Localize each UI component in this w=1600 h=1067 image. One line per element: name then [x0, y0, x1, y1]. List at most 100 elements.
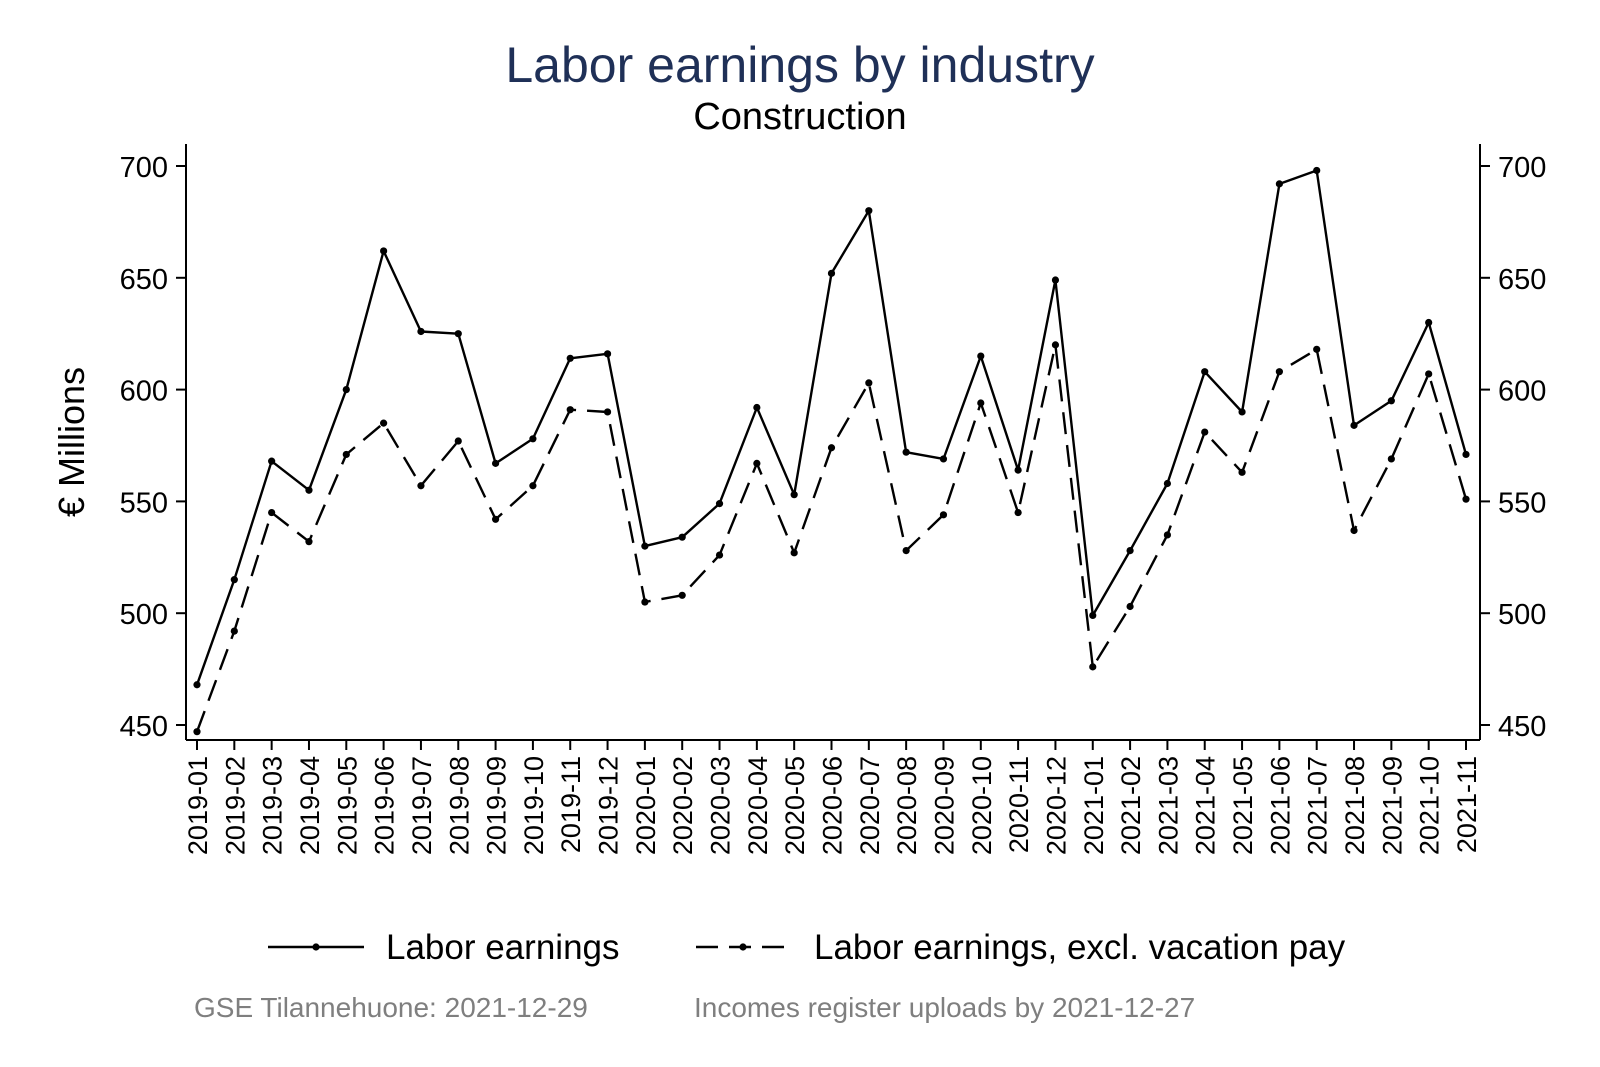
- x-tick-label: 2019-10: [519, 756, 549, 855]
- x-tick-label: 2020-08: [892, 756, 922, 855]
- data-point-excl-vacation-pay: [1462, 495, 1470, 503]
- y-tick-label-left: 600: [120, 376, 168, 408]
- data-point-excl-vacation-pay: [230, 627, 238, 635]
- footer-source: GSE Tilannehuone: 2021-12-29: [194, 992, 588, 1023]
- x-tick-label: 2021-11: [1452, 756, 1482, 853]
- data-point-labor-earnings: [1313, 166, 1321, 175]
- data-point-excl-vacation-pay: [753, 459, 761, 467]
- data-point-excl-vacation-pay: [865, 379, 873, 387]
- data-point-excl-vacation-pay: [1387, 455, 1395, 463]
- data-point-excl-vacation-pay: [827, 444, 836, 452]
- x-tick-label: 2020-09: [929, 756, 959, 855]
- x-tick-label: 2021-10: [1415, 756, 1445, 855]
- data-point-labor-earnings: [193, 681, 201, 689]
- data-point-labor-earnings: [1462, 450, 1470, 459]
- y-tick-label-left: 500: [120, 599, 168, 631]
- y-tick-label-right: 500: [1498, 599, 1546, 631]
- data-point-labor-earnings: [1126, 546, 1134, 555]
- data-point-labor-earnings: [230, 576, 238, 584]
- data-point-excl-vacation-pay: [939, 511, 948, 519]
- data-point-labor-earnings: [566, 354, 574, 362]
- y-tick-label-right: 550: [1498, 487, 1546, 519]
- data-point-excl-vacation-pay: [641, 598, 649, 606]
- legend-marker-labor-earnings: [312, 943, 320, 951]
- y-tick-label-left: 550: [120, 487, 168, 519]
- x-tick-label: 2019-06: [370, 756, 400, 855]
- x-tick-label: 2019-08: [444, 756, 474, 855]
- data-point-excl-vacation-pay: [1201, 428, 1209, 436]
- data-point-excl-vacation-pay: [1425, 370, 1433, 378]
- x-tick-label: 2020-06: [818, 756, 848, 855]
- y-axis-title: € Millions: [51, 367, 92, 517]
- data-point-labor-earnings: [678, 533, 686, 541]
- x-tick-label: 2019-09: [482, 756, 512, 855]
- data-point-labor-earnings: [1275, 180, 1283, 188]
- legend-label-labor-earnings: Labor earnings: [386, 928, 620, 967]
- data-point-labor-earnings: [1163, 479, 1172, 488]
- data-point-labor-earnings: [1238, 408, 1246, 416]
- data-point-labor-earnings: [491, 459, 500, 467]
- data-point-labor-earnings: [827, 269, 836, 277]
- data-point-excl-vacation-pay: [491, 515, 500, 523]
- y-tick-label-right: 700: [1498, 152, 1546, 184]
- data-point-excl-vacation-pay: [529, 482, 537, 490]
- data-point-excl-vacation-pay: [1238, 468, 1246, 476]
- x-tick-label: 2019-01: [183, 756, 213, 855]
- data-point-excl-vacation-pay: [1051, 341, 1060, 349]
- data-point-excl-vacation-pay: [1089, 663, 1097, 671]
- data-point-excl-vacation-pay: [417, 482, 425, 490]
- y-tick-label-right: 650: [1498, 264, 1546, 296]
- x-tick-label: 2021-02: [1116, 756, 1146, 855]
- data-point-excl-vacation-pay: [1014, 508, 1022, 517]
- chart-subtitle: Construction: [693, 96, 907, 138]
- data-point-excl-vacation-pay: [715, 551, 724, 559]
- data-point-excl-vacation-pay: [1163, 531, 1172, 539]
- data-point-excl-vacation-pay: [1313, 345, 1321, 353]
- x-tick-label: 2020-03: [706, 756, 736, 855]
- x-tick-label: 2021-05: [1228, 756, 1258, 855]
- legend-label-excl-vacation-pay: Labor earnings, excl. vacation pay: [814, 928, 1346, 967]
- chart-title: Labor earnings by industry: [505, 37, 1095, 93]
- x-tick-label: 2019-04: [295, 756, 325, 855]
- data-point-labor-earnings: [1051, 276, 1060, 284]
- data-point-labor-earnings: [454, 330, 462, 338]
- data-point-excl-vacation-pay: [902, 546, 910, 555]
- x-tick-label: 2020-11: [1004, 756, 1034, 853]
- x-tick-label: 2021-06: [1265, 756, 1295, 855]
- data-point-labor-earnings: [268, 457, 276, 465]
- data-point-labor-earnings: [305, 486, 313, 494]
- x-tick-label: 2020-04: [743, 756, 773, 855]
- data-point-excl-vacation-pay: [977, 399, 985, 407]
- data-point-labor-earnings: [865, 207, 873, 215]
- x-tick-label: 2021-07: [1303, 756, 1333, 855]
- x-tick-label: 2019-05: [332, 756, 362, 855]
- data-point-labor-earnings: [417, 327, 425, 336]
- data-point-labor-earnings: [1014, 466, 1022, 474]
- x-tick-label: 2020-10: [967, 756, 997, 855]
- x-tick-label: 2020-07: [855, 756, 885, 855]
- x-tick-label: 2021-09: [1377, 756, 1407, 855]
- data-point-labor-earnings: [1089, 611, 1097, 620]
- data-point-excl-vacation-pay: [193, 728, 201, 736]
- legend-marker-excl-vacation-pay: [739, 943, 747, 951]
- data-point-excl-vacation-pay: [454, 437, 462, 445]
- x-tick-label: 2021-08: [1340, 756, 1370, 855]
- series-line-labor-earnings: [195, 169, 1468, 686]
- data-point-labor-earnings: [641, 542, 649, 550]
- x-tick-label: 2019-03: [258, 756, 288, 855]
- data-point-labor-earnings: [790, 491, 798, 499]
- footer-upload-note: Incomes register uploads by 2021-12-27: [694, 992, 1196, 1023]
- x-tick-label: 2019-11: [556, 756, 586, 853]
- data-point-labor-earnings: [977, 352, 985, 360]
- data-point-labor-earnings: [1350, 421, 1358, 429]
- x-tick-label: 2020-02: [668, 756, 698, 855]
- data-point-labor-earnings: [715, 500, 724, 508]
- data-point-excl-vacation-pay: [342, 450, 350, 459]
- y-tick-label-left: 650: [120, 264, 168, 296]
- data-point-excl-vacation-pay: [305, 538, 313, 546]
- series-line-excl-vacation-pay: [195, 343, 1468, 733]
- y-tick-label-left: 450: [120, 711, 168, 743]
- data-point-excl-vacation-pay: [678, 591, 686, 599]
- data-point-excl-vacation-pay: [268, 508, 276, 517]
